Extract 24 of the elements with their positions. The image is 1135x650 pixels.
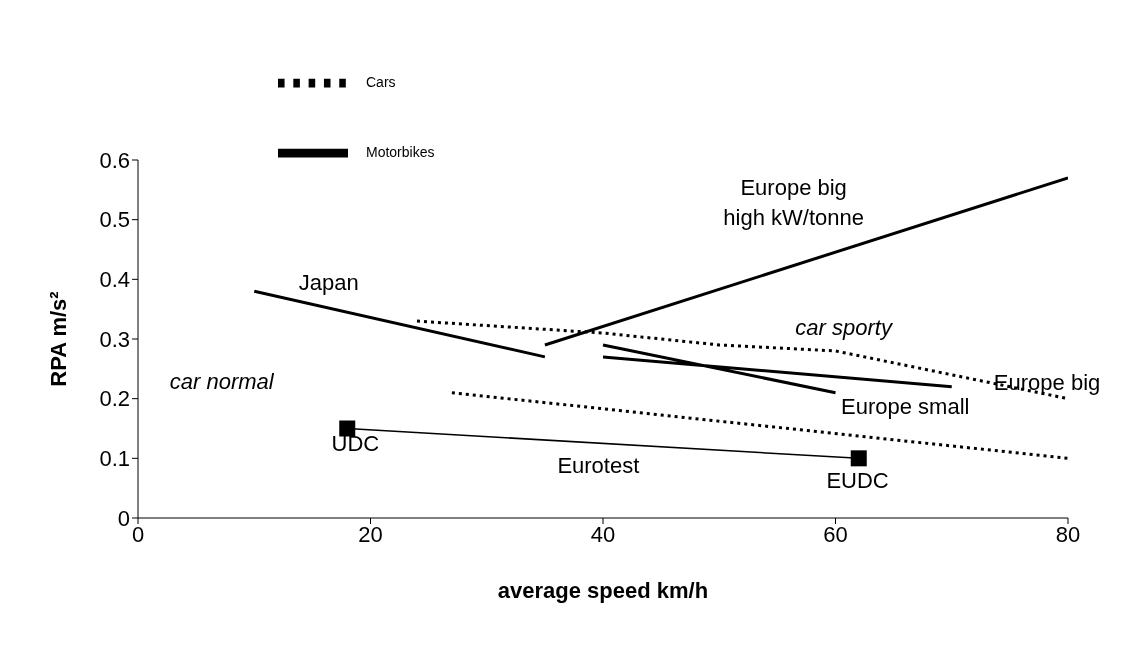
annotation: Europe small (841, 393, 970, 419)
x-tick-label: 20 (358, 521, 383, 547)
y-tick-label: 0.6 (99, 147, 130, 173)
annotation: EUDC (826, 467, 889, 493)
y-tick-label: 0.5 (99, 207, 130, 233)
annotation: car sporty (795, 314, 894, 340)
x-tick-label: 80 (1055, 521, 1081, 547)
annotation: car normal (169, 368, 275, 394)
annotation: Europe big high kW/tonne (723, 174, 864, 230)
x-tick-label: 60 (823, 521, 848, 547)
x-tick-label: 40 (590, 521, 616, 547)
annotation: Eurotest (557, 452, 640, 478)
y-tick-label: 0.2 (99, 386, 130, 412)
y-tick-label: 0 (117, 505, 130, 531)
y-tick-label: 0.4 (99, 267, 130, 293)
legend-label: Cars (366, 74, 396, 91)
y-tick-label: 0.1 (99, 446, 130, 472)
annotation: Europe big (993, 369, 1101, 395)
annotation: UDC (331, 430, 380, 456)
y-tick-label: 0.3 (99, 326, 130, 352)
annotation: Japan (298, 269, 359, 295)
x-axis-title: average speed km/h (497, 578, 709, 603)
legend-label: Motorbikes (366, 144, 435, 161)
y-axis-title: RPA m/s² (45, 291, 71, 387)
